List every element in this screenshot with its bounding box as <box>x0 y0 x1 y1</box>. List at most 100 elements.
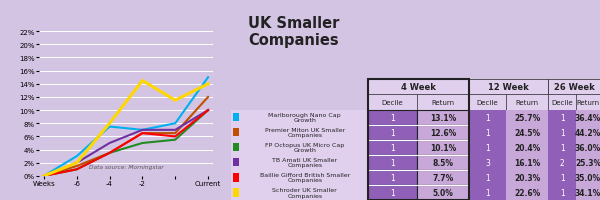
FancyBboxPatch shape <box>548 125 576 140</box>
FancyBboxPatch shape <box>231 140 368 155</box>
FancyBboxPatch shape <box>548 170 576 185</box>
Text: Baillie Gifford British Smaller
Companies: Baillie Gifford British Smaller Companie… <box>260 172 350 183</box>
Text: 44.2%: 44.2% <box>575 128 600 137</box>
FancyBboxPatch shape <box>418 170 469 185</box>
FancyBboxPatch shape <box>233 173 239 182</box>
FancyBboxPatch shape <box>233 158 239 167</box>
Text: 2: 2 <box>560 158 565 167</box>
Text: 4 Week: 4 Week <box>401 83 436 92</box>
Text: Return: Return <box>515 100 539 105</box>
Text: 1: 1 <box>485 188 490 197</box>
FancyBboxPatch shape <box>506 155 548 170</box>
FancyBboxPatch shape <box>576 155 600 170</box>
FancyBboxPatch shape <box>506 95 548 110</box>
Text: 34.1%: 34.1% <box>575 188 600 197</box>
FancyBboxPatch shape <box>469 140 506 155</box>
Text: TB Amati UK Smaller
Companies: TB Amati UK Smaller Companies <box>272 157 337 168</box>
FancyBboxPatch shape <box>506 125 548 140</box>
Text: 1: 1 <box>390 188 395 197</box>
Text: 35.0%: 35.0% <box>575 173 600 182</box>
FancyBboxPatch shape <box>233 113 239 122</box>
Text: Data source: Morningstar: Data source: Morningstar <box>89 164 163 169</box>
FancyBboxPatch shape <box>506 170 548 185</box>
Text: 1: 1 <box>390 143 395 152</box>
FancyBboxPatch shape <box>368 125 418 140</box>
Text: 8.5%: 8.5% <box>433 158 454 167</box>
Text: 1: 1 <box>390 173 395 182</box>
FancyBboxPatch shape <box>576 185 600 200</box>
Text: 12 Week: 12 Week <box>488 83 529 92</box>
FancyBboxPatch shape <box>368 80 469 95</box>
FancyBboxPatch shape <box>469 170 506 185</box>
FancyBboxPatch shape <box>368 155 418 170</box>
Text: Marlborough Nano Cap
Growth: Marlborough Nano Cap Growth <box>268 112 341 123</box>
FancyBboxPatch shape <box>469 125 506 140</box>
FancyBboxPatch shape <box>576 110 600 125</box>
FancyBboxPatch shape <box>469 80 548 95</box>
Text: UK Smaller
Companies: UK Smaller Companies <box>248 16 340 48</box>
FancyBboxPatch shape <box>368 95 418 110</box>
Text: 10.1%: 10.1% <box>430 143 456 152</box>
FancyBboxPatch shape <box>233 143 239 152</box>
Text: 25.3%: 25.3% <box>575 158 600 167</box>
Text: 1: 1 <box>485 143 490 152</box>
FancyBboxPatch shape <box>469 110 506 125</box>
Text: Decile: Decile <box>551 100 573 105</box>
Text: Premier Miton UK Smaller
Companies: Premier Miton UK Smaller Companies <box>265 127 345 138</box>
FancyBboxPatch shape <box>469 185 506 200</box>
Text: 1: 1 <box>485 128 490 137</box>
FancyBboxPatch shape <box>368 140 418 155</box>
FancyBboxPatch shape <box>231 155 368 170</box>
FancyBboxPatch shape <box>469 155 506 170</box>
FancyBboxPatch shape <box>233 128 239 137</box>
Text: 1: 1 <box>390 158 395 167</box>
Text: 1: 1 <box>390 113 395 122</box>
FancyBboxPatch shape <box>418 185 469 200</box>
Text: 12.6%: 12.6% <box>430 128 456 137</box>
Text: 25.7%: 25.7% <box>514 113 540 122</box>
Text: 1: 1 <box>390 128 395 137</box>
Text: 20.4%: 20.4% <box>514 143 540 152</box>
FancyBboxPatch shape <box>548 155 576 170</box>
FancyBboxPatch shape <box>368 170 418 185</box>
FancyBboxPatch shape <box>576 170 600 185</box>
Text: 36.4%: 36.4% <box>575 113 600 122</box>
FancyBboxPatch shape <box>576 125 600 140</box>
FancyBboxPatch shape <box>231 110 368 125</box>
Text: Return: Return <box>431 100 455 105</box>
FancyBboxPatch shape <box>231 170 368 185</box>
Text: 1: 1 <box>485 173 490 182</box>
FancyBboxPatch shape <box>548 185 576 200</box>
Text: Decile: Decile <box>382 100 403 105</box>
Text: 1: 1 <box>560 113 565 122</box>
Text: 1: 1 <box>560 143 565 152</box>
FancyBboxPatch shape <box>506 140 548 155</box>
Text: 1: 1 <box>560 173 565 182</box>
FancyBboxPatch shape <box>548 95 576 110</box>
FancyBboxPatch shape <box>506 185 548 200</box>
FancyBboxPatch shape <box>368 110 418 125</box>
FancyBboxPatch shape <box>418 95 469 110</box>
Text: 36.0%: 36.0% <box>575 143 600 152</box>
Text: 1: 1 <box>485 113 490 122</box>
Text: FP Octopus UK Micro Cap
Growth: FP Octopus UK Micro Cap Growth <box>265 142 344 153</box>
Text: 1: 1 <box>560 128 565 137</box>
Text: Return: Return <box>577 100 599 105</box>
FancyBboxPatch shape <box>418 140 469 155</box>
Text: 20.3%: 20.3% <box>514 173 540 182</box>
FancyBboxPatch shape <box>576 95 600 110</box>
FancyBboxPatch shape <box>418 125 469 140</box>
FancyBboxPatch shape <box>368 185 418 200</box>
FancyBboxPatch shape <box>418 110 469 125</box>
Text: 16.1%: 16.1% <box>514 158 540 167</box>
Text: 5.0%: 5.0% <box>433 188 454 197</box>
Text: 7.7%: 7.7% <box>433 173 454 182</box>
Text: Schroder UK Smaller
Companies: Schroder UK Smaller Companies <box>272 187 337 198</box>
FancyBboxPatch shape <box>231 185 368 200</box>
FancyBboxPatch shape <box>233 188 239 197</box>
FancyBboxPatch shape <box>231 125 368 140</box>
FancyBboxPatch shape <box>469 95 506 110</box>
Text: 3: 3 <box>485 158 490 167</box>
FancyBboxPatch shape <box>548 110 576 125</box>
Text: 24.5%: 24.5% <box>514 128 540 137</box>
